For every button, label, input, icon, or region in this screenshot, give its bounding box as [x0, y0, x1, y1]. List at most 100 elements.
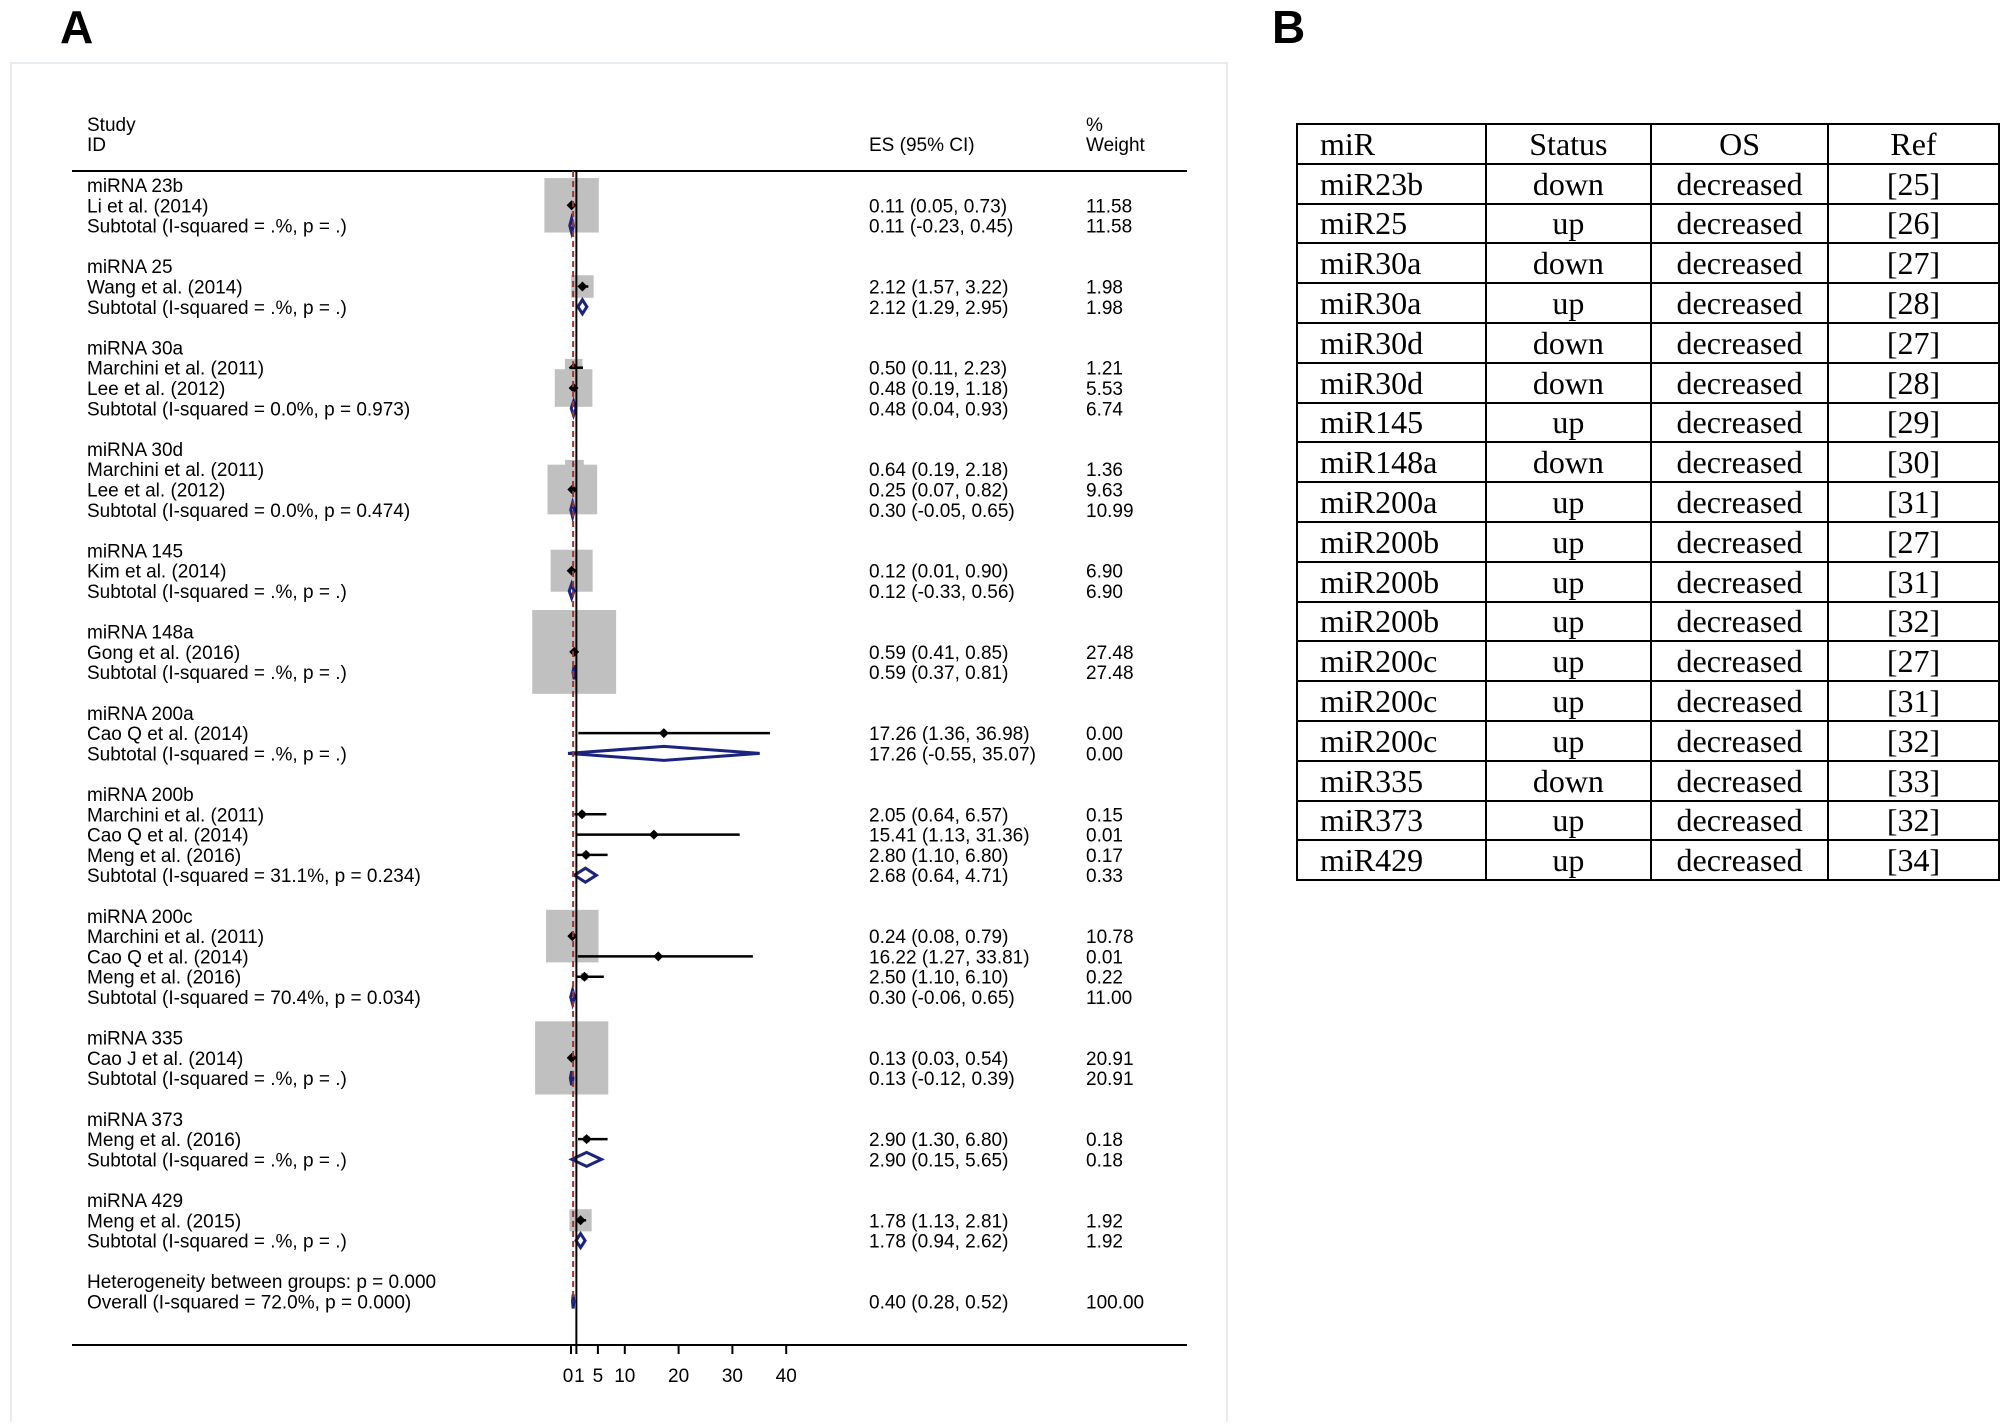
table-cell: up: [1484, 202, 1653, 245]
study-label: Kim et al. (2014): [87, 562, 226, 583]
table-cell: up: [1484, 680, 1653, 722]
weight-text: 0.15: [1086, 805, 1123, 826]
table-cell: decreased: [1650, 321, 1829, 364]
es-ci-text: 0.59 (0.37, 0.81): [869, 663, 1008, 684]
table-cell: decreased: [1650, 520, 1829, 563]
table-cell: miR25: [1296, 202, 1487, 245]
panel-a-label: A: [60, 1, 94, 53]
table-cell: miR200c: [1296, 640, 1487, 683]
table-cell: up: [1484, 282, 1653, 324]
pooled-diamond: [574, 1230, 587, 1251]
point-estimate: [575, 1215, 586, 1226]
table-cell: miR30a: [1296, 282, 1487, 324]
weight-text: 11.58: [1086, 217, 1132, 238]
group-label: miRNA 148a: [87, 623, 194, 644]
weight-text: 0.18: [1086, 1150, 1123, 1171]
table-cell: [28]: [1826, 361, 2000, 404]
table-cell: miR200b: [1296, 560, 1487, 603]
es-ci-text: 2.12 (1.57, 3.22): [869, 278, 1008, 299]
weight-text: 0.01: [1086, 947, 1123, 968]
weight-text: 0.22: [1086, 968, 1123, 989]
study-label: Cao Q et al. (2014): [87, 724, 249, 745]
table-cell: down: [1484, 242, 1653, 285]
es-ci-text: 2.50 (1.10, 6.10): [869, 968, 1008, 989]
table-row: miR30d down decreased [28]: [1296, 361, 2000, 404]
table-cell: up: [1484, 839, 1653, 882]
weight-text: 10.78: [1086, 927, 1134, 948]
table-row: miR148a down decreased [30]: [1296, 441, 2000, 484]
es-ci-text: 1.78 (1.13, 2.81): [869, 1211, 1008, 1232]
es-ci-text: 16.22 (1.27, 33.81): [869, 947, 1030, 968]
table-cell: [32]: [1826, 719, 2000, 762]
point-estimate: [648, 829, 659, 840]
es-ci-text: 0.30 (-0.06, 0.65): [869, 988, 1015, 1009]
table-cell: up: [1484, 560, 1653, 603]
weight-text: 1.98: [1086, 298, 1123, 319]
axis-tick-label: 1: [574, 1366, 585, 1387]
weight-text: 1.36: [1086, 460, 1123, 481]
weight-text: 5.53: [1086, 379, 1123, 400]
table-row: miR335 down decreased [33]: [1296, 759, 2000, 802]
table-cell: down: [1484, 321, 1653, 364]
group-label: miRNA 25: [87, 257, 173, 278]
col-header: miR: [1296, 123, 1487, 165]
group-label: miRNA 373: [87, 1110, 183, 1131]
subtotal-label: Subtotal (I-squared = 31.1%, p = 0.234): [87, 866, 421, 887]
forest-plot-panel: Study ID ES (95% CI) % Weight miRNA 23b L…: [10, 62, 1228, 1422]
axis-tick-label: 40: [776, 1366, 797, 1387]
axis-tick-label: 30: [722, 1366, 743, 1387]
weight-text: 1.21: [1086, 359, 1123, 380]
weight-text: 10.99: [1086, 501, 1134, 522]
study-label: Cao J et al. (2014): [87, 1049, 243, 1070]
table-row: miR25 up decreased [26]: [1296, 202, 2000, 245]
es-ci-text: 0.40 (0.28, 0.52): [869, 1293, 1008, 1314]
forest-plot: Study ID ES (95% CI) % Weight miRNA 23bL…: [72, 115, 1187, 1387]
table-cell: down: [1484, 162, 1653, 205]
weight-text: 1.92: [1086, 1211, 1123, 1232]
weight-text: 27.48: [1086, 643, 1134, 664]
table-cell: down: [1484, 759, 1653, 802]
es-ci-text: 0.25 (0.07, 0.82): [869, 481, 1008, 502]
group-label: miRNA 429: [87, 1191, 183, 1212]
table-cell: [27]: [1826, 520, 2000, 563]
study-label: Meng et al. (2016): [87, 968, 241, 989]
table-cell: decreased: [1650, 202, 1829, 245]
point-estimate: [567, 484, 578, 495]
weight-text: 0.00: [1086, 724, 1123, 745]
table-cell: decreased: [1650, 680, 1829, 722]
es-ci-text: 2.12 (1.29, 2.95): [869, 298, 1008, 319]
table-cell: up: [1484, 719, 1653, 762]
table-cell: [28]: [1826, 282, 2000, 324]
table-cell: [34]: [1826, 839, 2000, 882]
table-cell: [26]: [1826, 202, 2000, 245]
table-row: miR30a down decreased [27]: [1296, 242, 2000, 285]
point-estimate: [577, 281, 588, 292]
table-cell: up: [1484, 600, 1653, 643]
table-cell: decreased: [1650, 719, 1829, 762]
table-row: miR30d down decreased [27]: [1296, 321, 2000, 364]
header-study: Study: [87, 115, 136, 136]
es-ci-text: 2.90 (1.30, 6.80): [869, 1130, 1008, 1151]
study-label: Meng et al. (2016): [87, 846, 241, 867]
table-cell: decreased: [1650, 361, 1829, 404]
table-cell: miR148a: [1296, 441, 1487, 484]
table-cell: decreased: [1650, 282, 1829, 324]
table-row: miR200b up decreased [32]: [1296, 600, 2000, 643]
table-cell: [29]: [1826, 401, 2000, 444]
table-cell: miR23b: [1296, 162, 1487, 205]
group-label: miRNA 200b: [87, 785, 194, 806]
table-row: miR145 up decreased [29]: [1296, 401, 2000, 444]
study-label: Marchini et al. (2011): [87, 805, 264, 826]
group-label: miRNA 200a: [87, 704, 194, 725]
weight-text: 6.90: [1086, 562, 1123, 583]
pooled-diamond: [568, 1070, 575, 1086]
subtotal-label: Subtotal (I-squared = .%, p = .): [87, 1069, 347, 1090]
table-row: miR373 up decreased [32]: [1296, 799, 2000, 842]
es-ci-text: 0.13 (-0.12, 0.39): [869, 1069, 1015, 1090]
subtotal-label: Subtotal (I-squared = .%, p = .): [87, 1150, 347, 1171]
es-ci-text: 17.26 (-0.55, 35.07): [869, 744, 1036, 765]
table-row: miR200c up decreased [31]: [1296, 680, 2000, 722]
es-ci-text: 0.50 (0.11, 2.23): [869, 359, 1007, 380]
table-cell: [33]: [1826, 759, 2000, 802]
subtotal-label: Subtotal (I-squared = .%, p = .): [87, 744, 347, 765]
